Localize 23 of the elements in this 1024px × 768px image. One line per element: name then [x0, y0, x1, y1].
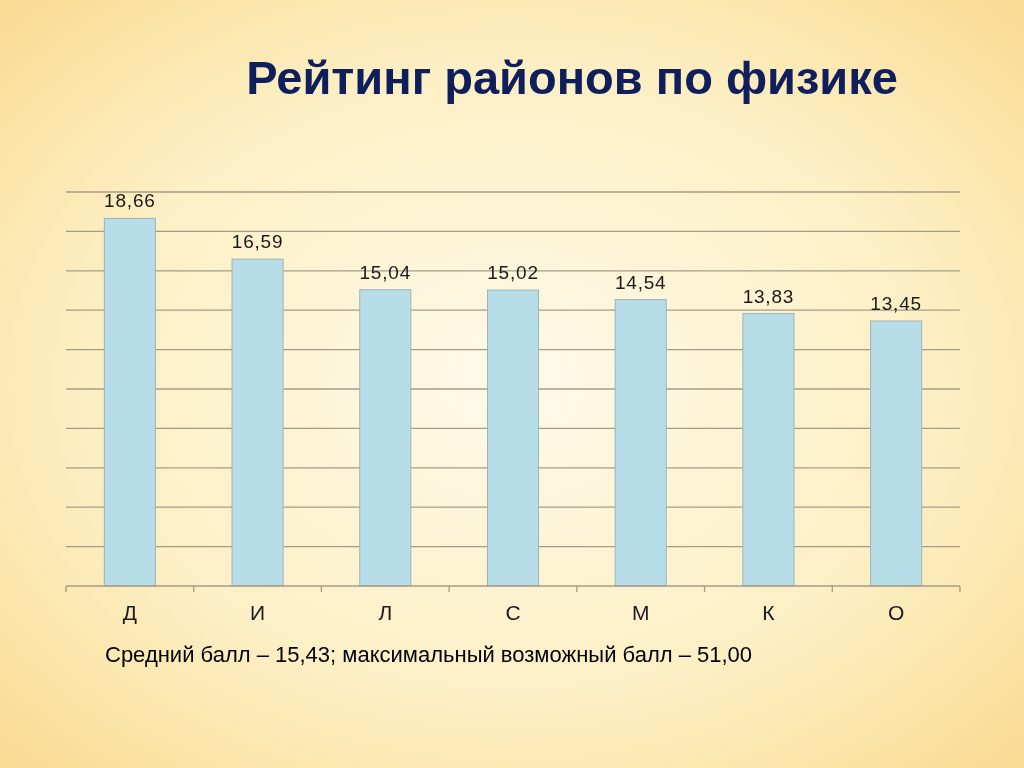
- bar: [103, 217, 156, 587]
- data-label: 16,59: [231, 231, 284, 253]
- data-label: 13,45: [870, 293, 922, 315]
- bar: [870, 320, 923, 587]
- x-tick-label: С: [505, 601, 521, 624]
- bar: [614, 299, 667, 587]
- data-label: 14,54: [614, 271, 667, 293]
- data-label: 15,04: [359, 261, 412, 283]
- bar: [486, 289, 540, 587]
- text: Средний балл – 15,43; максимальный возможный балл – 51,00: [105, 642, 753, 667]
- x-tick-label: К: [762, 601, 776, 624]
- x-tick-label: И: [250, 601, 266, 624]
- x-tick-label: Д: [122, 601, 137, 624]
- x-tick-label: Л: [378, 601, 393, 624]
- data-label: 18,66: [104, 190, 156, 212]
- chart-title: Рейтинг районов по физике: [246, 51, 898, 104]
- bar: [742, 313, 795, 587]
- x-tick-label: М: [631, 601, 650, 624]
- x-tick-label: О: [887, 601, 905, 624]
- data-label: 13,83: [742, 285, 795, 307]
- bar: [231, 258, 284, 587]
- data-label: 15,02: [487, 262, 539, 284]
- bar: [359, 289, 412, 587]
